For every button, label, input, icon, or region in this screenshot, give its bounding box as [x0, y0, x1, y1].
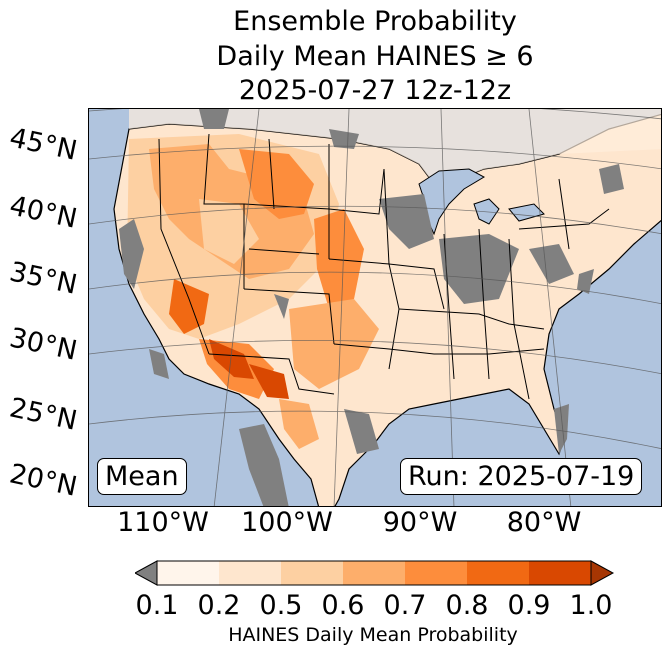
colorbar-tick-label: 0.6 — [321, 590, 365, 621]
lat-label-30: 30°N — [6, 322, 80, 367]
lon-label-80: 80°W — [506, 507, 582, 538]
lat-label-35: 35°N — [6, 256, 80, 301]
colorbar-swatch — [219, 561, 281, 585]
title-line-2: Daily Mean HAINES ≥ 6 — [216, 41, 534, 72]
colorbar-swatch — [467, 561, 529, 585]
colorbar-under-arrow — [135, 560, 158, 586]
lat-label-40: 40°N — [6, 190, 80, 235]
missing-data — [119, 109, 624, 506]
colorbar-tick-label: 0.1 — [135, 590, 179, 621]
map-canvas — [89, 109, 661, 506]
colorbar-tick-label: 0.8 — [445, 590, 489, 621]
colorbar-tick-label: 1.0 — [569, 590, 613, 621]
colorbar-swatch — [343, 561, 405, 585]
colorbar-tick-label: 0.7 — [383, 590, 427, 621]
map-panel — [88, 108, 662, 507]
lat-label-45: 45°N — [6, 122, 80, 167]
colorbar-tick-label: 0.5 — [259, 590, 303, 621]
colorbar-swatch — [529, 561, 591, 585]
colorbar-swatch — [281, 561, 343, 585]
title-line-1: Ensemble Probability — [233, 6, 517, 37]
graticule — [89, 109, 661, 506]
colorbar-over-arrow — [590, 560, 615, 586]
canada-region — [129, 109, 661, 184]
lat-label-25: 25°N — [6, 392, 80, 437]
lat-label-20: 20°N — [6, 458, 80, 503]
colorbar-tick-label: 0.2 — [197, 590, 241, 621]
colorbar — [135, 560, 615, 586]
lon-label-100: 100°W — [241, 507, 333, 538]
colorbar-tick-label: 0.9 — [507, 590, 551, 621]
colorbar-label: HAINES Daily Mean Probability — [228, 624, 518, 646]
lon-label-90: 90°W — [382, 507, 458, 538]
lon-label-110: 110°W — [117, 507, 209, 538]
colorbar-swatch — [157, 561, 219, 585]
title-line-3: 2025-07-27 12z-12z — [238, 75, 512, 106]
stat-badge: Mean — [97, 458, 187, 495]
run-date-badge: Run: 2025-07-19 — [400, 458, 643, 495]
colorbar-swatch — [405, 561, 467, 585]
colorbar-swatches — [157, 561, 591, 585]
